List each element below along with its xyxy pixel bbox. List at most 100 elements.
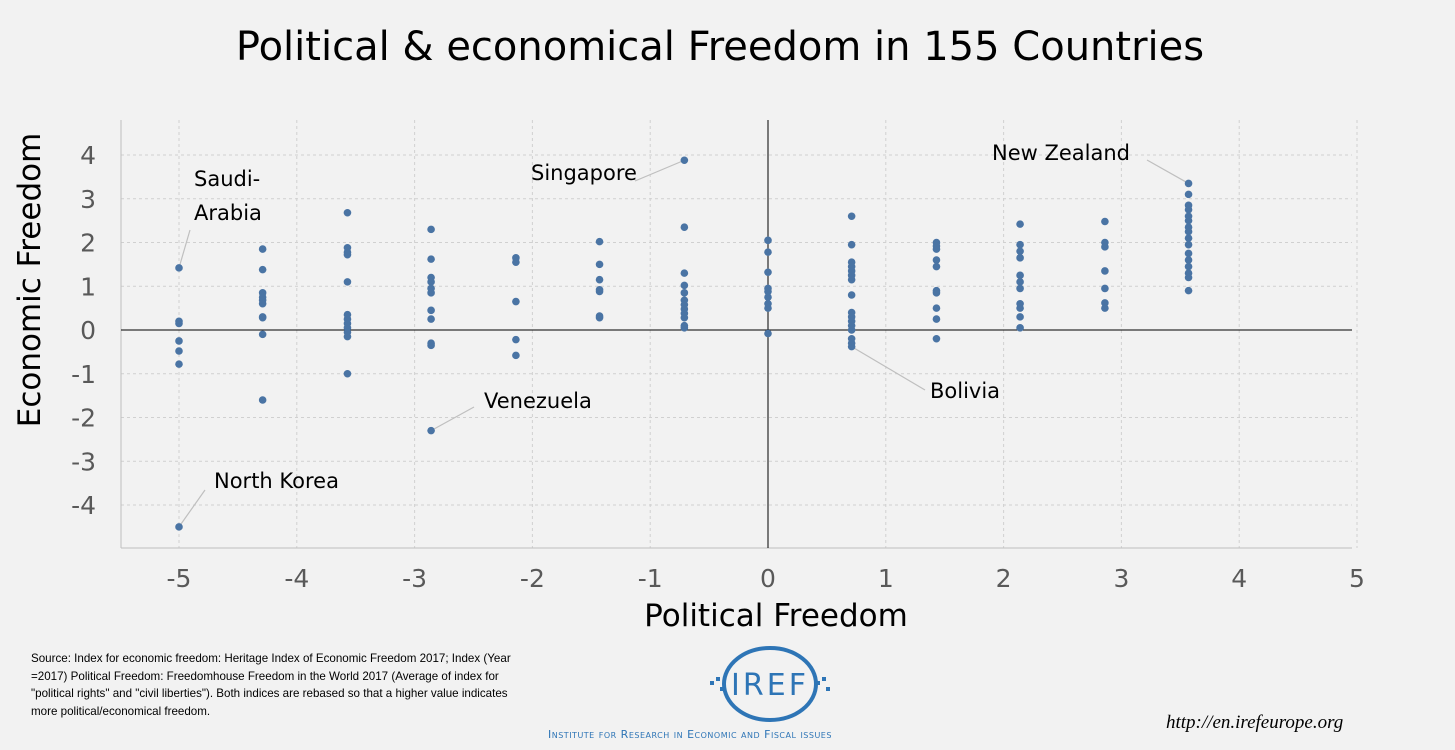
data-point	[595, 275, 604, 284]
annotation-leader-line	[178, 229, 191, 269]
data-point	[595, 260, 604, 269]
data-point	[258, 313, 267, 322]
y-tick-label: 1	[80, 272, 96, 301]
data-point	[175, 319, 183, 328]
y-tick-label: -4	[71, 491, 96, 520]
data-point	[1016, 313, 1024, 321]
website-url[interactable]: http://en.irefeurope.org	[1166, 712, 1344, 733]
data-point	[512, 297, 520, 306]
data-point	[1016, 271, 1024, 280]
data-point	[847, 275, 856, 284]
data-point	[932, 289, 941, 297]
data-point	[427, 278, 435, 286]
data-point	[680, 313, 689, 322]
data-point	[847, 342, 856, 351]
annotation-leader-line	[634, 159, 685, 182]
x-tick-label: 2	[996, 564, 1012, 593]
x-tick-label: 3	[1113, 564, 1129, 593]
data-point	[595, 287, 604, 296]
data-point	[1016, 304, 1024, 312]
data-point	[1184, 286, 1193, 295]
annotations: Saudi- Arabia Singapore New Zealand Venezuel…	[178, 141, 1189, 528]
data-point	[1016, 278, 1024, 286]
data-point	[764, 293, 772, 301]
data-point	[175, 264, 183, 272]
x-axis-label: Political Freedom	[644, 598, 908, 634]
source-note: Source: Index for economic freedom: Heri…	[31, 652, 511, 718]
data-point	[1101, 304, 1109, 312]
data-points	[175, 156, 1193, 531]
annotation-leader-line	[851, 346, 926, 391]
data-point	[427, 341, 435, 350]
data-point	[512, 258, 520, 266]
data-point	[343, 278, 352, 286]
y-tick-label: -3	[71, 447, 96, 476]
data-point	[680, 156, 689, 165]
x-tick-label: -4	[284, 564, 309, 593]
data-point	[1101, 299, 1109, 307]
data-point	[258, 265, 267, 274]
data-point	[847, 240, 856, 249]
data-point	[595, 237, 604, 246]
data-point	[1184, 262, 1193, 271]
data-point	[1184, 205, 1193, 214]
data-point	[175, 337, 183, 345]
data-point	[1016, 247, 1024, 256]
data-point	[764, 248, 772, 256]
data-point	[932, 315, 941, 323]
institute-name: Institute for Research in Economic and F…	[548, 728, 832, 741]
grid	[121, 120, 1358, 548]
data-point	[932, 304, 941, 312]
data-point	[932, 256, 941, 264]
annotation-leader-line	[430, 406, 475, 432]
data-point	[1184, 240, 1193, 249]
data-point	[1184, 234, 1193, 242]
data-point	[1016, 240, 1024, 249]
y-tick-label: 3	[80, 185, 96, 214]
data-point	[595, 313, 604, 322]
data-point	[175, 360, 183, 368]
data-point	[343, 250, 352, 259]
data-point	[1016, 324, 1024, 332]
data-point	[1101, 217, 1109, 226]
data-point	[427, 315, 435, 323]
x-tick-label: -3	[402, 564, 427, 593]
annotation-label: North Korea	[214, 469, 339, 493]
annotation-label: Singapore	[531, 161, 637, 185]
data-point	[764, 268, 772, 277]
chart-title: Political & economical Freedom in 155 Co…	[236, 24, 1204, 70]
data-point	[932, 262, 941, 271]
data-point	[932, 334, 941, 343]
data-point	[1184, 256, 1193, 264]
data-point	[680, 289, 689, 297]
data-point	[847, 212, 856, 221]
data-point	[258, 396, 267, 404]
data-point	[1184, 190, 1193, 199]
data-point	[1016, 284, 1024, 293]
x-tick-label: -5	[167, 564, 192, 593]
data-point	[1184, 227, 1193, 236]
data-point	[1101, 284, 1109, 293]
svg-text:IREF: IREF	[731, 668, 809, 703]
data-point	[847, 291, 856, 299]
tick-labels: -5 -4 -3 -2 -1 0 1 2 3 4 5 -4 -3 -2 -1 0 1 2 3 4	[71, 141, 1365, 593]
data-point	[680, 281, 689, 290]
annotation-label: Arabia	[194, 201, 262, 225]
y-axis-label: Economic Freedom	[12, 133, 48, 428]
data-point	[512, 335, 520, 344]
annotation-label: Venezuela	[484, 389, 592, 413]
data-point	[258, 299, 267, 308]
data-point	[343, 369, 352, 378]
y-tick-label: 0	[80, 316, 96, 345]
x-tick-label: -2	[520, 564, 545, 593]
data-point	[1184, 249, 1193, 258]
annotation-label: Saudi-	[194, 167, 260, 191]
y-tick-label: 4	[80, 141, 96, 170]
data-point	[427, 306, 435, 315]
data-point	[175, 347, 183, 355]
data-point	[258, 245, 267, 253]
data-point	[427, 289, 435, 297]
annotation-label: Bolivia	[930, 379, 1000, 403]
data-point	[1101, 243, 1109, 251]
